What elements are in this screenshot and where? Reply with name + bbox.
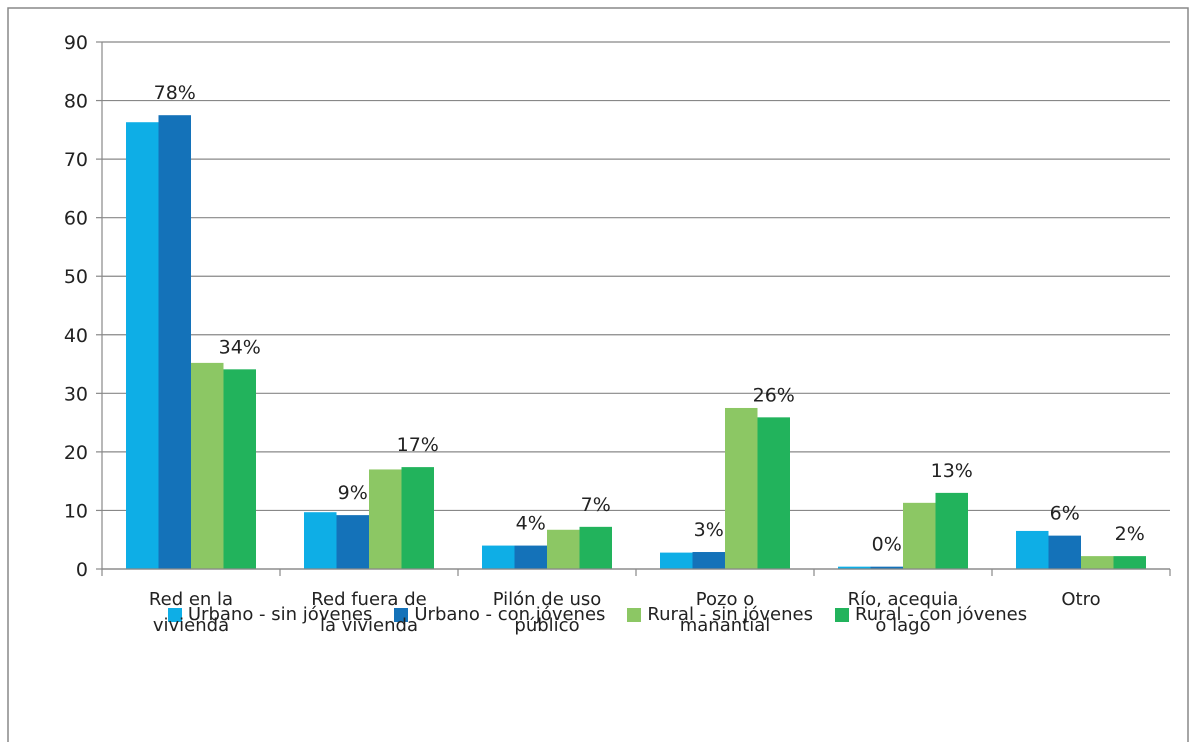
legend: Urbano - sin jóvenes Urbano - con jóvenes… [0,604,1195,625]
bar [191,362,224,569]
bar [547,529,580,569]
bar [838,566,871,569]
bar [579,526,612,569]
data-label: 26% [753,384,795,406]
legend-item: Urbano - con jóvenes [394,604,605,625]
bar [935,492,968,569]
bar [757,417,790,569]
bar [660,552,693,569]
data-label: 34% [219,336,261,358]
legend-label: Rural - con jóvenes [855,604,1028,625]
legend-swatch [835,607,849,622]
y-tick-label: 90 [64,32,88,54]
bar [692,552,725,569]
bar [903,502,936,569]
x-tick-label: Red fuera de la vivienda [311,589,427,636]
bar [1081,556,1114,569]
bar [401,467,434,569]
bar [725,407,758,569]
data-label: 4% [516,513,546,535]
bar [336,515,369,569]
legend-swatch [627,607,642,622]
legend-item: Urbano - sin jóvenes [167,604,373,625]
bar [126,122,159,570]
data-label: 9% [338,482,368,504]
data-label: 17% [397,434,439,456]
y-tick-label: 80 [64,91,88,113]
y-tick-label: 60 [64,208,88,230]
bar [223,369,256,569]
x-tick-label: Red en la vivienda [148,589,234,636]
y-tick-label: 70 [64,149,88,171]
legend-label: Rural - sin jóvenes [647,604,813,625]
data-label: 13% [931,460,973,482]
legend-swatch [167,607,182,622]
y-tick-label: 30 [64,383,88,405]
y-tick-label: 0 [76,559,88,581]
bar [1016,530,1049,569]
bar [1113,556,1146,569]
bar [304,512,337,569]
x-tick-label: Otro [1061,589,1101,610]
y-tick-label: 20 [64,442,88,464]
data-label: 3% [694,519,724,541]
data-label: 6% [1050,503,1080,525]
data-label: 2% [1115,523,1145,545]
legend-item: Rural - con jóvenes [835,604,1027,625]
bar [870,566,903,569]
data-label: 7% [581,494,611,516]
y-tick-label: 40 [64,325,88,347]
x-tick-label: Pilón de uso público [492,589,602,636]
x-tick-label: Río, acequia o lago [847,589,959,636]
bar [1048,535,1081,569]
data-label: 78% [154,82,196,104]
legend-label: Urbano - sin jóvenes [187,604,373,625]
x-tick-label: Pozo o manantial [679,589,771,636]
legend-item: Rural - sin jóvenes [627,604,813,625]
chart-border [7,7,1189,742]
bar [482,545,515,569]
bar [514,545,547,569]
legend-swatch [394,607,409,622]
bar [369,469,402,569]
data-label: 0% [872,534,902,556]
bar [158,115,191,569]
y-tick-label: 50 [64,266,88,288]
legend-label: Urbano - con jóvenes [414,604,606,625]
y-tick-label: 10 [64,500,88,522]
